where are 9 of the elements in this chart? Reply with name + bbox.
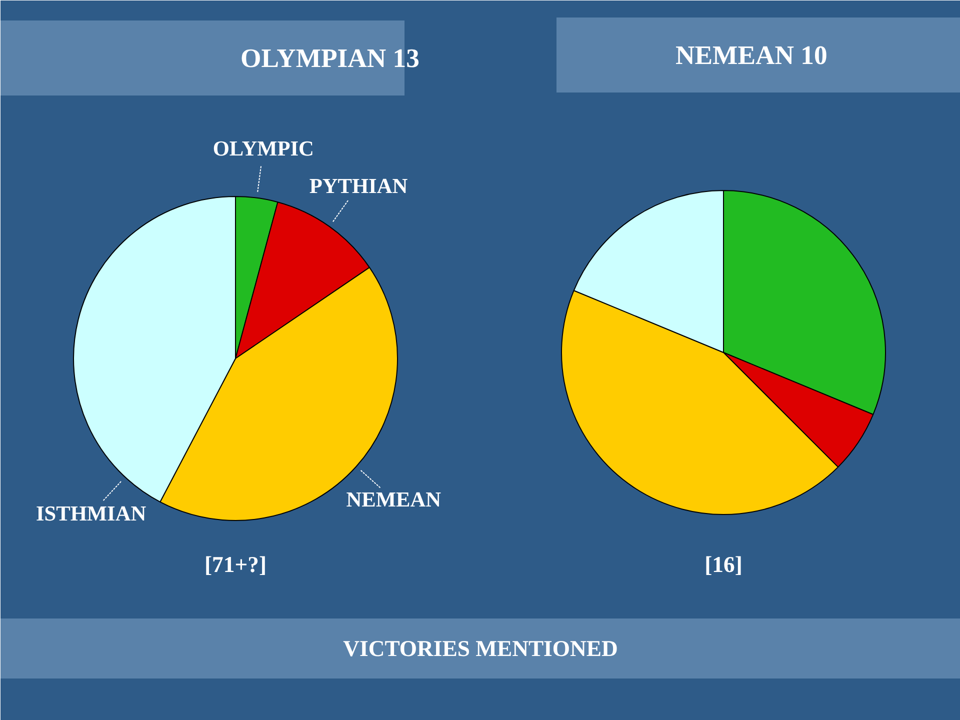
text: [71+?] [204,552,266,577]
text: VICTORIES MENTIONED [343,636,618,661]
chart-title: NEMEAN 10 [676,40,828,70]
text: [16] [704,552,742,577]
slice-label: ISTHMIAN [36,502,147,526]
slice-label: OLYMPIC [212,136,314,160]
slice-label: PYTHIAN [309,174,408,198]
slice-label: NEMEAN [346,488,442,512]
chart-title: OLYMPIAN 13 [240,43,420,73]
